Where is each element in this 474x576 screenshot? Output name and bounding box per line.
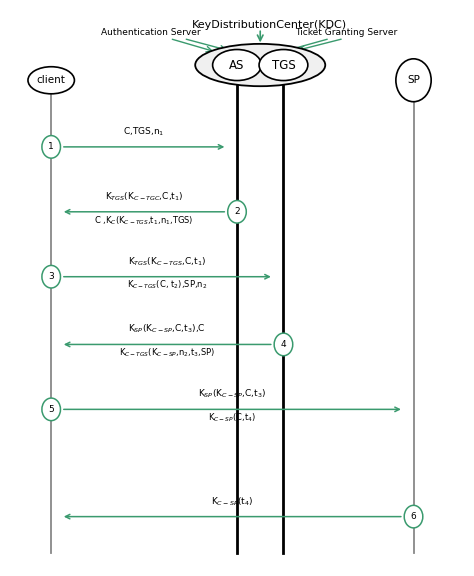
Text: Ticket Granting Server: Ticket Granting Server — [295, 28, 397, 37]
Text: 5: 5 — [48, 405, 54, 414]
Text: KeyDistributionCenter(KDC): KeyDistributionCenter(KDC) — [192, 20, 347, 30]
Circle shape — [274, 333, 293, 356]
Ellipse shape — [259, 50, 308, 81]
Ellipse shape — [213, 50, 261, 81]
Circle shape — [42, 398, 61, 420]
Text: C,TGS,n$_1$: C,TGS,n$_1$ — [123, 126, 165, 138]
Text: 1: 1 — [48, 142, 54, 151]
Circle shape — [396, 59, 431, 102]
Text: 3: 3 — [48, 272, 54, 281]
Circle shape — [42, 135, 61, 158]
Text: 2: 2 — [234, 207, 240, 217]
Text: client: client — [37, 75, 65, 85]
Text: C ,K$_C$(K$_{C-TGS}$,t$_1$,n$_1$,TGS): C ,K$_C$(K$_{C-TGS}$,t$_1$,n$_1$,TGS) — [94, 214, 194, 226]
Circle shape — [228, 200, 246, 223]
Text: K$_{C-TGS}$(K$_{C-SP}$,n$_2$,t$_3$,SP): K$_{C-TGS}$(K$_{C-SP}$,n$_2$,t$_3$,SP) — [119, 347, 216, 359]
Text: Authentication Server: Authentication Server — [101, 28, 201, 37]
Ellipse shape — [28, 67, 74, 94]
Ellipse shape — [195, 44, 325, 86]
Circle shape — [404, 505, 423, 528]
Text: K$_{C-TGS}$(C, t$_2$),SP,n$_2$: K$_{C-TGS}$(C, t$_2$),SP,n$_2$ — [127, 279, 208, 291]
Text: K$_{C-SP}$(C,t$_4$): K$_{C-SP}$(C,t$_4$) — [209, 412, 256, 424]
Text: 6: 6 — [410, 512, 416, 521]
Text: K$_{C-SP}$(t$_4$): K$_{C-SP}$(t$_4$) — [211, 495, 254, 507]
Text: K$_{TGS}$(K$_{C-TGS}$,C,t$_1$): K$_{TGS}$(K$_{C-TGS}$,C,t$_1$) — [128, 255, 206, 268]
Text: K$_{TGS}$(K$_{C-TGC}$,C,t$_1$): K$_{TGS}$(K$_{C-TGC}$,C,t$_1$) — [105, 190, 183, 203]
Circle shape — [42, 266, 61, 288]
Text: SP: SP — [407, 75, 420, 85]
Text: 4: 4 — [281, 340, 286, 349]
Text: K$_{SP}$(K$_{C-SP}$,C,t$_3$): K$_{SP}$(K$_{C-SP}$,C,t$_3$) — [198, 388, 266, 400]
Text: K$_{SP}$(K$_{C-SP}$,C,t$_3$),C: K$_{SP}$(K$_{C-SP}$,C,t$_3$),C — [128, 323, 206, 335]
Text: TGS: TGS — [272, 59, 295, 71]
Text: AS: AS — [229, 59, 245, 71]
